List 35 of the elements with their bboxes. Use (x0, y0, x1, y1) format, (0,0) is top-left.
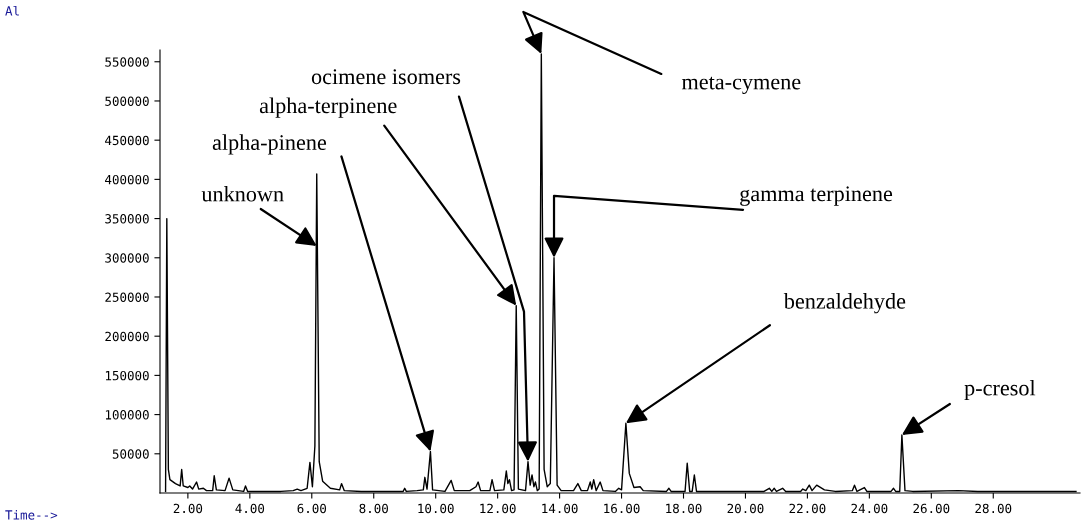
x-tick-label: 20.00 (727, 503, 764, 514)
annotation: meta-cymene (681, 76, 801, 94)
x-tick-label: 28.00 (975, 503, 1012, 514)
y-tick-label: 400000 (105, 174, 149, 185)
annotation: alpha-pinene (212, 134, 327, 155)
x-tick-label: 24.00 (851, 503, 888, 514)
x-tick-label: 8.00 (359, 503, 388, 514)
annotation: benzaldehyde (783, 293, 906, 314)
y-tick-label: 250000 (105, 292, 149, 302)
x-tick-label: 12.00 (480, 503, 516, 514)
annotation: gamma terpinene (740, 186, 893, 206)
x-tick-label: 16.00 (604, 503, 640, 514)
annotation: unknown (201, 185, 284, 202)
x-tick-label: 18.00 (666, 503, 702, 514)
text: Al (5, 5, 19, 16)
y-tick-label: 50000 (112, 449, 149, 459)
y-tick-label: 550000 (105, 57, 149, 67)
annotation: alpha-terpinene (259, 97, 397, 118)
y-tick-label: 100000 (105, 410, 149, 420)
x-tick-label: 6.00 (297, 503, 327, 514)
y-tick-label: 200000 (105, 331, 149, 342)
x-tick-label: 26.00 (913, 503, 950, 514)
annotation: ocimene isomers (311, 69, 461, 85)
y-tick-label: 500000 (105, 96, 149, 106)
y-tick-label: 150000 (105, 370, 149, 381)
x-tick-label: 10.00 (418, 503, 454, 514)
y-tick-label: 300000 (105, 253, 149, 263)
annotation: p-cresol (964, 379, 1036, 401)
x-axis-title: Time--> (5, 509, 58, 520)
y-tick-label: 450000 (105, 135, 149, 146)
x-tick-label: 14.00 (542, 503, 578, 514)
x-tick-label: 2.00 (173, 503, 203, 514)
x-tick-label: 4.00 (235, 503, 265, 514)
x-tick-label: 22.00 (789, 503, 826, 514)
y-tick-label: 350000 (105, 214, 149, 224)
